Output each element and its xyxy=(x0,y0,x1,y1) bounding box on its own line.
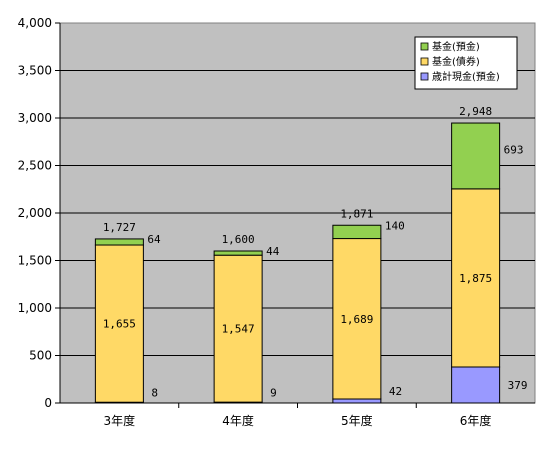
bar-segment xyxy=(332,398,382,404)
y-tick-label: 1,500 xyxy=(18,254,52,268)
x-category-label: 6年度 xyxy=(460,413,492,428)
data-label-cash: 42 xyxy=(389,385,402,398)
legend: 基金(預金) 基金(債券) 歳計現金(預金) xyxy=(414,36,518,90)
y-tick-label: 1,000 xyxy=(18,301,52,315)
bar-segment xyxy=(451,122,501,190)
data-label-bond: 1,547 xyxy=(222,323,255,336)
bar-segment xyxy=(451,366,501,404)
legend-label: 基金(預金) xyxy=(432,40,480,53)
x-category-label: 5年度 xyxy=(341,413,373,428)
bar-segment xyxy=(213,250,263,256)
x-category-label: 4年度 xyxy=(222,413,254,428)
data-label-fund-deposit: 693 xyxy=(504,143,524,156)
y-tick-label: 4,000 xyxy=(18,16,52,30)
legend-swatch xyxy=(420,72,429,81)
legend-swatch xyxy=(420,57,429,66)
y-tick-label: 2,500 xyxy=(18,159,52,173)
data-label-cash: 8 xyxy=(151,387,158,400)
data-label-total: 1,871 xyxy=(340,207,373,220)
legend-label: 基金(債券) xyxy=(432,55,480,68)
x-axis: 3年度 4年度 5年度 6年度 xyxy=(60,402,535,428)
data-label-fund-deposit: 140 xyxy=(385,219,405,232)
bar-segment xyxy=(94,244,144,403)
data-label-bond: 1,689 xyxy=(340,313,373,326)
bar-segment xyxy=(213,254,263,403)
data-label-bond: 1,875 xyxy=(459,272,492,285)
legend-box xyxy=(414,36,518,90)
bar-segment xyxy=(332,224,382,240)
data-label-total: 1,600 xyxy=(222,233,255,246)
bar-segment xyxy=(332,238,382,400)
data-label-total: 1,727 xyxy=(103,221,136,234)
data-label-cash: 379 xyxy=(508,379,528,392)
x-category-label: 3年度 xyxy=(104,413,136,428)
y-axis: 0 500 1,000 1,500 2,000 2,500 3,000 3,500 4,000 xyxy=(18,16,61,410)
data-labels: 8 1,655 64 1,727 9 1,547 44 1,600 42 1,689 140 1,87… xyxy=(103,105,528,400)
bar-segment xyxy=(94,238,144,246)
y-tick-label: 2,000 xyxy=(18,206,52,220)
legend-swatch xyxy=(420,42,429,51)
y-tick-label: 3,000 xyxy=(18,111,52,125)
data-label-fund-deposit: 64 xyxy=(147,233,161,246)
data-label-total: 2,948 xyxy=(459,105,492,118)
data-label-bond: 1,655 xyxy=(103,318,136,331)
data-label-cash: 9 xyxy=(270,387,277,400)
legend-label: 歳計現金(預金) xyxy=(432,70,500,83)
y-tick-label: 3,500 xyxy=(18,64,52,78)
y-tick-label: 0 xyxy=(44,396,52,410)
data-label-fund-deposit: 44 xyxy=(266,245,280,258)
y-tick-label: 500 xyxy=(29,349,52,363)
bar-segment xyxy=(451,188,501,368)
